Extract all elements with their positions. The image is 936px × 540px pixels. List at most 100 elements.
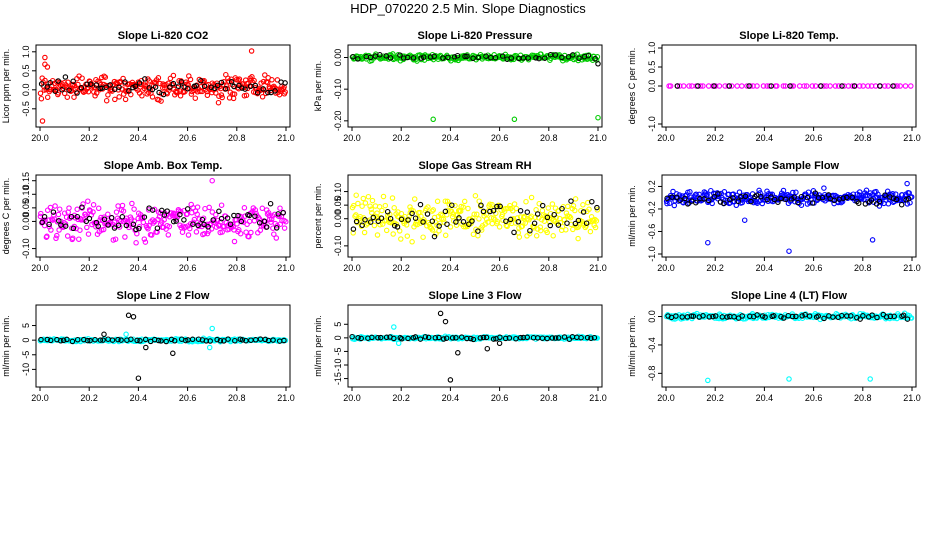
data-point (276, 213, 282, 220)
data-point (86, 215, 93, 222)
data-point (424, 211, 431, 217)
data-point (146, 78, 153, 84)
data-point (549, 335, 556, 341)
data-point (397, 58, 404, 64)
data-point (460, 219, 467, 225)
data-point (709, 200, 715, 207)
data-point (382, 202, 389, 209)
data-point (208, 84, 215, 90)
data-point (791, 194, 797, 201)
data-point (508, 55, 515, 61)
x-tick-label: 21.0 (903, 393, 921, 403)
data-point (537, 227, 544, 234)
data-point (214, 82, 221, 89)
data-point (184, 85, 191, 92)
data-point (890, 195, 897, 201)
chart-title: Slope Line 3 Flow (429, 290, 522, 302)
data-point (897, 83, 903, 89)
data-point (70, 78, 76, 85)
data-point (164, 208, 170, 214)
x-tick-label: 20.4 (756, 393, 774, 403)
data-point (823, 83, 830, 89)
data-point (235, 77, 241, 83)
data-point (239, 85, 245, 91)
data-point (357, 217, 363, 224)
data-point (218, 79, 225, 86)
data-point (107, 82, 113, 88)
data-point (664, 195, 670, 202)
data-point (261, 218, 268, 225)
data-point (885, 83, 891, 89)
data-point (272, 88, 278, 94)
data-point (827, 83, 833, 89)
data-point (358, 335, 364, 342)
data-point (667, 83, 674, 89)
data-point (47, 79, 53, 86)
x-tick-label: 20.2 (706, 263, 724, 273)
data-point (44, 233, 50, 240)
data-point (451, 54, 458, 60)
data-point (383, 227, 390, 234)
data-point (200, 215, 207, 221)
data-point (420, 234, 426, 240)
data-point (154, 225, 161, 231)
data-point (44, 64, 51, 70)
x-tick-label: 20.0 (31, 263, 49, 273)
x-tick-label: 20.0 (31, 133, 49, 143)
data-point (442, 318, 449, 325)
data-point (464, 53, 470, 60)
data-point (390, 51, 396, 57)
data-point (670, 188, 676, 195)
data-point (218, 215, 225, 222)
data-point (862, 201, 869, 207)
data-point (201, 230, 208, 237)
data-point (101, 216, 108, 223)
data-point (142, 336, 149, 343)
data-point (190, 221, 196, 227)
data-point (369, 209, 375, 216)
data-point (194, 211, 200, 218)
y-tick-label: 5 (333, 322, 343, 327)
x-tick-label: 20.4 (442, 393, 460, 403)
data-point (525, 55, 531, 61)
data-point (460, 204, 466, 210)
data-point (721, 189, 728, 195)
data-point (461, 198, 468, 205)
data-point (44, 336, 51, 343)
data-point (431, 233, 438, 240)
data-point (430, 207, 437, 213)
data-point (480, 208, 487, 215)
data-point (467, 335, 474, 342)
y-tick-label: 0.0 (647, 310, 657, 323)
data-point (804, 194, 811, 201)
data-point (494, 203, 500, 210)
data-point (158, 338, 164, 344)
data-point (209, 177, 215, 184)
data-point (534, 211, 541, 217)
y-axis-label: Licor ppm per min. (1, 49, 11, 124)
data-point (62, 223, 69, 229)
data-point (105, 222, 111, 228)
x-tick-label: 20.6 (179, 393, 197, 403)
data-point (483, 334, 490, 341)
x-tick-label: 20.4 (442, 133, 460, 143)
data-point (219, 229, 225, 235)
data-point (103, 97, 110, 104)
data-point (227, 221, 234, 227)
x-tick-label: 20.4 (130, 133, 148, 143)
data-point (586, 206, 592, 213)
data-point (849, 194, 856, 201)
x-tick-label: 21.0 (903, 263, 921, 273)
data-point (552, 52, 559, 58)
y-tick-label: -0.8 (647, 366, 657, 382)
x-tick-label: 20.2 (392, 133, 410, 143)
data-point (74, 213, 81, 220)
data-point (38, 95, 45, 102)
data-point (141, 214, 148, 220)
data-point (712, 313, 719, 319)
data-point (167, 75, 174, 82)
x-tick-label: 20.0 (343, 263, 361, 273)
data-point (405, 335, 411, 342)
y-tick-label: 0.15 (21, 172, 31, 190)
data-point (519, 223, 526, 229)
